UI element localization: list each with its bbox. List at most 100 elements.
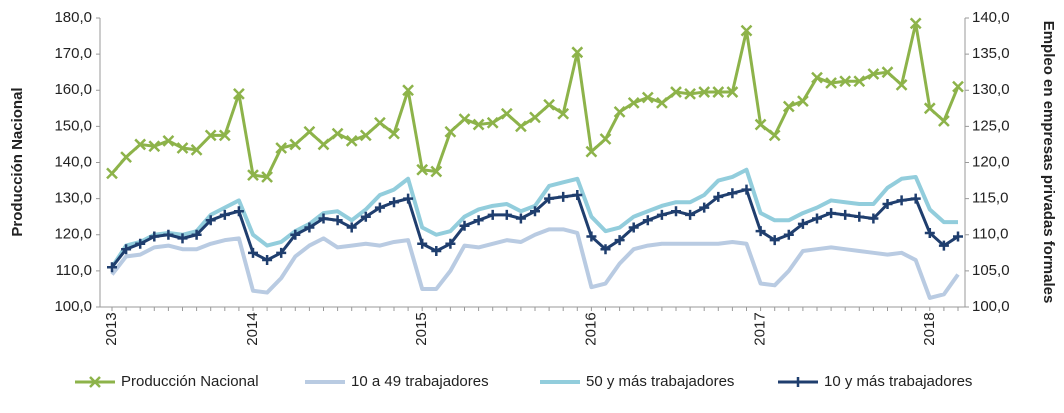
- point-marker: [374, 116, 386, 129]
- y2-axis-title: Empleo en empresas privadas formales: [1040, 21, 1057, 304]
- point-marker: [289, 138, 302, 151]
- point-marker: [106, 167, 118, 180]
- point-marker: [218, 129, 231, 142]
- y-tick-label: 130,0: [54, 190, 92, 207]
- x-tick-label: 2016: [582, 312, 599, 345]
- point-marker: [317, 138, 330, 151]
- point-marker: [881, 66, 894, 79]
- point-marker: [318, 213, 329, 224]
- point-marker: [797, 95, 809, 107]
- point-marker: [530, 206, 540, 217]
- point-marker: [656, 97, 668, 109]
- point-marker: [896, 195, 907, 206]
- point-marker: [826, 208, 837, 219]
- point-marker: [713, 191, 724, 202]
- point-marker: [162, 134, 175, 147]
- point-marker: [120, 151, 132, 163]
- y2-tick-label: 115,0: [972, 190, 1008, 207]
- point-marker: [290, 229, 301, 240]
- point-marker: [332, 215, 343, 226]
- y-tick-label: 150,0: [54, 117, 92, 134]
- point-marker: [148, 140, 161, 153]
- point-marker: [430, 165, 443, 178]
- point-marker: [699, 202, 710, 213]
- point-marker: [952, 80, 964, 93]
- point-marker: [459, 220, 470, 231]
- point-marker: [219, 209, 230, 220]
- y2-tick-label: 140,0: [972, 9, 1010, 26]
- point-marker: [233, 206, 244, 217]
- y-tick-label: 160,0: [54, 81, 92, 98]
- point-marker: [740, 24, 753, 37]
- point-marker: [500, 107, 513, 120]
- legend-label: 10 y más trabajadores: [824, 373, 972, 390]
- y2-tick-label: 135,0: [972, 45, 1010, 62]
- y2-tick-label: 110,0: [972, 226, 1008, 243]
- y2-tick-label: 100,0: [972, 298, 1010, 315]
- point-marker: [204, 129, 217, 142]
- point-marker: [345, 134, 358, 147]
- point-marker: [176, 142, 189, 154]
- point-marker: [402, 84, 414, 97]
- series-line: [110, 21, 960, 179]
- point-marker: [586, 231, 597, 242]
- point-marker: [895, 78, 908, 91]
- point-marker: [953, 231, 963, 242]
- point-marker: [445, 238, 456, 249]
- point-marker: [458, 113, 471, 126]
- point-marker: [261, 171, 273, 183]
- point-marker: [614, 235, 625, 246]
- point-marker: [797, 218, 808, 229]
- point-marker: [825, 77, 837, 89]
- point-marker: [938, 115, 950, 127]
- point-marker: [389, 197, 399, 208]
- point-marker: [572, 190, 583, 201]
- point-marker: [853, 75, 866, 88]
- x-tick-label: 2015: [413, 312, 430, 345]
- point-marker: [882, 199, 893, 210]
- y-axis-title: Producción Nacional: [9, 87, 26, 236]
- point-marker: [346, 222, 357, 233]
- point-marker: [557, 107, 570, 120]
- point-marker: [867, 68, 880, 80]
- point-marker: [543, 98, 555, 111]
- y2-tick-label: 120,0: [972, 153, 1010, 170]
- x-tick-label: 2018: [921, 312, 938, 345]
- point-marker: [403, 193, 414, 204]
- legend-label: Producción Nacional: [121, 373, 259, 390]
- point-marker: [840, 209, 851, 220]
- point-marker: [656, 209, 667, 220]
- point-marker: [782, 100, 795, 113]
- legend-label: 10 a 49 trabajadores: [351, 373, 489, 390]
- point-marker: [205, 215, 216, 226]
- series-line: [110, 227, 960, 300]
- point-marker: [741, 184, 752, 195]
- y2-tick-label: 125,0: [972, 117, 1010, 134]
- point-marker: [360, 211, 371, 222]
- point-marker: [600, 244, 611, 255]
- point-marker: [613, 106, 626, 118]
- point-marker: [938, 240, 949, 251]
- x-tick-label: 2013: [103, 312, 120, 345]
- point-marker: [304, 222, 315, 233]
- point-marker: [388, 127, 400, 140]
- point-marker: [416, 163, 429, 176]
- point-marker: [712, 86, 725, 98]
- point-marker: [515, 213, 526, 224]
- point-marker: [868, 213, 879, 224]
- point-marker: [698, 86, 711, 98]
- point-marker: [163, 229, 174, 240]
- point-marker: [769, 235, 780, 246]
- point-marker: [472, 118, 485, 131]
- point-marker: [671, 206, 681, 217]
- legend-marker: [89, 376, 101, 388]
- series-line: [110, 167, 958, 269]
- point-marker: [359, 129, 372, 142]
- point-marker: [248, 247, 258, 258]
- y-tick-label: 170,0: [54, 45, 92, 62]
- point-marker: [924, 227, 935, 238]
- point-marker: [444, 125, 457, 138]
- point-marker: [135, 238, 146, 249]
- point-marker: [571, 46, 584, 59]
- point-marker: [641, 91, 654, 104]
